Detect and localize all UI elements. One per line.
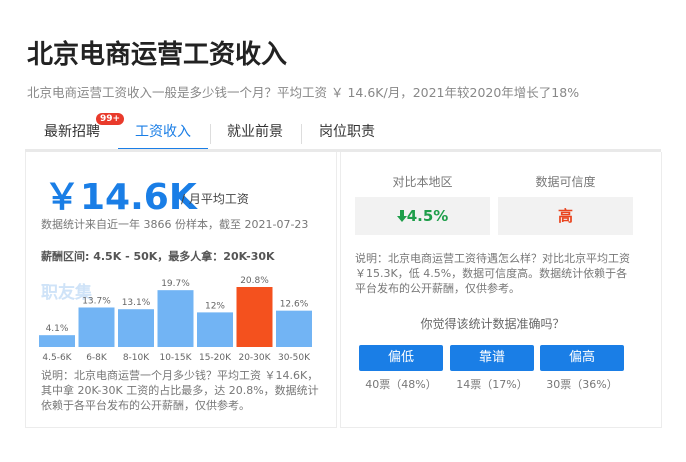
- vote-count: 30票（36%）: [546, 378, 618, 391]
- tab[interactable]: 就业前景: [227, 124, 283, 140]
- note: 说明：北京电商运营一个月多少钱？平均工资 ￥14.6K，其中拿 20K-30K …: [41, 369, 319, 412]
- tab[interactable]: 最新招聘: [44, 124, 100, 140]
- sample-info: 数据统计来自近一年 3866 份样本，截至 2021-07-23: [41, 218, 309, 231]
- right-panel: [340, 152, 662, 428]
- bar: [197, 312, 233, 347]
- category-label: 10-15K: [159, 353, 192, 363]
- average-salary: ￥14.6K: [44, 177, 197, 218]
- value-label: 4.1%: [46, 324, 69, 334]
- trust-value: 高: [498, 197, 633, 235]
- compare-value: 4.5%: [406, 207, 449, 225]
- distribution-chart: 4.1% 4.5-6K 13.7% 6-8K 13.1% 8-10K 19.7% 10-15K…: [39, 276, 312, 363]
- category-label: 20-30K: [238, 353, 271, 363]
- tab[interactable]: 岗位职责: [319, 124, 375, 140]
- value-label: 19.7%: [161, 279, 190, 289]
- value-label: 12.6%: [280, 300, 309, 310]
- salary-range: 薪酬区间: 4.5K - 50K，最多人拿：20K-30K: [41, 250, 275, 263]
- category-label: 6-8K: [86, 353, 108, 363]
- vote-button[interactable]: 偏高: [540, 345, 624, 371]
- tab-separator: [301, 124, 302, 144]
- tab[interactable]: 工资收入: [118, 120, 208, 150]
- value-label: 13.7%: [82, 296, 111, 306]
- category-label: 15-20K: [199, 353, 232, 363]
- vote-button[interactable]: 靠谱: [450, 345, 534, 371]
- category-label: 4.5-6K: [42, 353, 72, 363]
- value-label: 12%: [205, 301, 225, 311]
- badge: 99+: [96, 113, 125, 125]
- value-label: 20.8%: [240, 276, 269, 286]
- bar: [276, 310, 312, 347]
- note: 说明：北京电商运营工资待遇怎么样？对比北京平均工资 ￥15.3K，低 4.5%，…: [355, 252, 630, 295]
- vote-count: 40票（48%）: [365, 378, 437, 391]
- bar: [236, 287, 273, 347]
- category-label: 30-50K: [278, 353, 311, 363]
- divider: [25, 149, 661, 152]
- down-arrow: [396, 210, 407, 222]
- question: 你觉得该统计数据准确吗？: [420, 317, 565, 331]
- value-label: 13.1%: [122, 298, 151, 308]
- left-panel: [25, 152, 337, 428]
- bar: [157, 290, 194, 347]
- vote-count: 14票（17%）: [456, 378, 528, 391]
- bar: [78, 307, 115, 347]
- label: 对比本地区: [392, 175, 453, 189]
- vote-button[interactable]: 偏低: [359, 345, 443, 371]
- subtitle: 北京电商运营工资收入一般是多少钱一个月？平均工资 ￥ 14.6K/月，2021年…: [27, 85, 580, 100]
- tab-separator: [210, 124, 211, 144]
- watermark: 职友集: [41, 283, 92, 303]
- category-label: 8-10K: [123, 353, 150, 363]
- title: 北京电商运营工资收入: [27, 40, 288, 70]
- salary-unit: / 月平均工资: [181, 192, 249, 206]
- compare-box: 4.5%: [355, 197, 490, 235]
- bar: [118, 309, 154, 347]
- bar: [39, 335, 75, 347]
- label: 数据可信度: [535, 175, 596, 189]
